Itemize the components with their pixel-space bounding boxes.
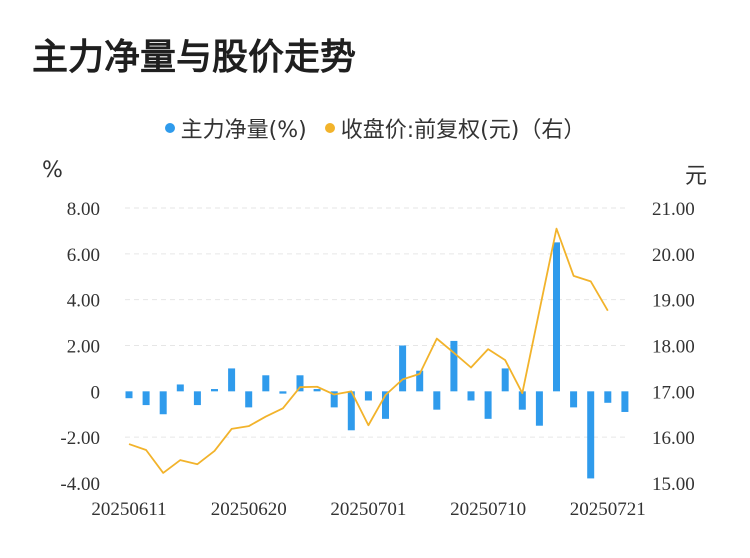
legend-item-close-price[interactable]: 收盘价:前复权(元)（右） (324, 112, 586, 144)
y-left-tick-label: 8.00 (67, 199, 100, 220)
chart-title: 主力净量与股价走势 (32, 37, 357, 78)
bar (587, 391, 595, 479)
x-tick-label: 20250710 (450, 499, 526, 520)
bar (211, 389, 218, 392)
bar (279, 391, 287, 394)
legend-dot-net-volume (164, 123, 175, 133)
x-tick-label: 20250620 (211, 499, 287, 520)
bar (484, 391, 492, 419)
x-tick-label: 20250611 (91, 499, 166, 520)
y-left-tick-label: 4.00 (67, 291, 100, 312)
bar (535, 391, 543, 426)
bar (262, 375, 270, 392)
chart-legend: 主力净量(%) 收盘价:前复权(元)（右） (0, 112, 750, 144)
bar (296, 375, 304, 392)
x-tick-label: 20250701 (330, 499, 406, 520)
x-tick-label: 20250721 (570, 499, 646, 520)
right-axis-unit: 元 (685, 164, 708, 189)
bar (364, 391, 372, 401)
bar (450, 340, 458, 392)
legend-item-net-volume[interactable]: 主力净量(%) (164, 112, 307, 144)
bar (193, 391, 201, 406)
bar (142, 391, 150, 406)
y-right-tick-label: 20.00 (652, 245, 695, 266)
bar (553, 242, 560, 392)
bar (125, 391, 133, 399)
y-right-tick-label: 17.00 (652, 382, 695, 403)
bar (518, 391, 526, 410)
bar (433, 391, 441, 410)
y-left-tick-label: 2.00 (67, 337, 100, 358)
y-right-tick-label: 21.00 (652, 199, 695, 220)
bar (176, 384, 184, 392)
y-left-tick-label: 6.00 (67, 245, 100, 266)
bar (604, 391, 612, 403)
bar (399, 345, 407, 392)
y-right-tick-label: 18.00 (652, 337, 695, 358)
legend-dot-close-price (324, 123, 335, 133)
bar (228, 368, 236, 392)
y-left-tick-label: 0 (91, 382, 101, 403)
left-axis-unit: % (42, 158, 63, 183)
y-right-tick-label: 19.00 (652, 291, 695, 312)
y-right-tick-label: 16.00 (652, 428, 695, 449)
bar (330, 391, 338, 408)
y-left-tick-label: -2.00 (60, 428, 100, 449)
legend-label-net-volume: 主力净量(%) (180, 118, 307, 143)
bar (570, 391, 578, 408)
legend-label-close-price: 收盘价:前复权(元)（右） (340, 118, 586, 143)
price-line (128, 227, 609, 474)
bar (347, 391, 355, 431)
bar (382, 391, 389, 419)
y-right-tick-label: 15.00 (652, 474, 695, 495)
bar (467, 391, 475, 401)
bar (245, 391, 253, 408)
bar (501, 368, 509, 392)
bar (416, 370, 424, 392)
bar (159, 391, 167, 415)
y-left-tick-label: -4.00 (60, 474, 100, 495)
bar (621, 391, 629, 412)
bar (313, 389, 321, 392)
